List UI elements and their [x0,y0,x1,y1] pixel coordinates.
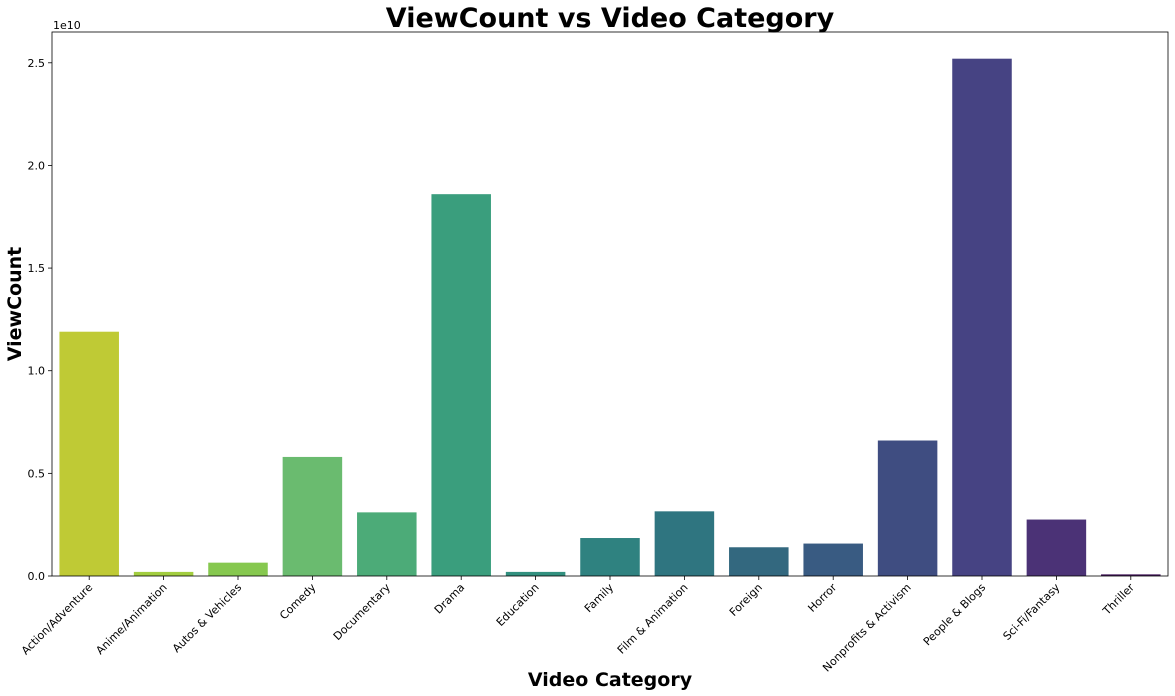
bar [59,331,119,576]
bar [654,511,715,576]
x-tick-label: Sci-Fi/Fantasy [1001,581,1063,643]
bar [431,194,491,576]
bar [1101,574,1161,576]
x-tick-label: People & Blogs [921,581,988,648]
x-tick-label: Thriller [1100,581,1138,619]
bar [952,58,1012,577]
y-axis-label: ViewCount [4,247,26,361]
bar [505,571,566,576]
x-tick-label: Education [494,581,542,629]
bars-group [59,58,1161,577]
y-tick-label: 0.0 [28,570,46,583]
x-tick-label: Comedy [277,581,319,623]
bar [133,571,194,576]
y-tick-label: 0.5 [28,467,46,480]
y-tick-label: 2.0 [28,159,46,172]
y-tick-label: 1.5 [28,262,46,275]
x-tick-label: Documentary [331,581,393,643]
x-tick-label: Horror [805,581,839,615]
bar [803,543,863,576]
bar [729,547,789,576]
chart-title: ViewCount vs Video Category [386,3,835,34]
plot-frame [51,31,1169,577]
x-tick-label: Anime/Animation [93,581,169,657]
x-tick-label: Action/Adventure [19,581,96,658]
bar [1026,519,1087,576]
x-tick-label: Family [582,581,617,616]
x-tick-label: Drama [432,581,467,616]
y-tick-label: 1.0 [28,365,46,378]
x-axis-label: Video Category [528,669,693,691]
y-tick-label: 2.5 [28,57,46,70]
x-tick-label: Foreign [727,581,765,619]
bar [208,562,268,576]
bar [877,440,938,576]
y-axis-ticks: 0.0 0.5 1.0 1.5 2.0 2.5 [28,57,52,583]
bar [282,456,343,576]
x-tick-label: Film & Animation [615,581,691,657]
x-tick-label: Autos & Vehicles [170,581,244,655]
y-axis-offset-label: 1e10 [53,19,81,32]
bar [357,512,417,576]
bar [580,538,640,576]
